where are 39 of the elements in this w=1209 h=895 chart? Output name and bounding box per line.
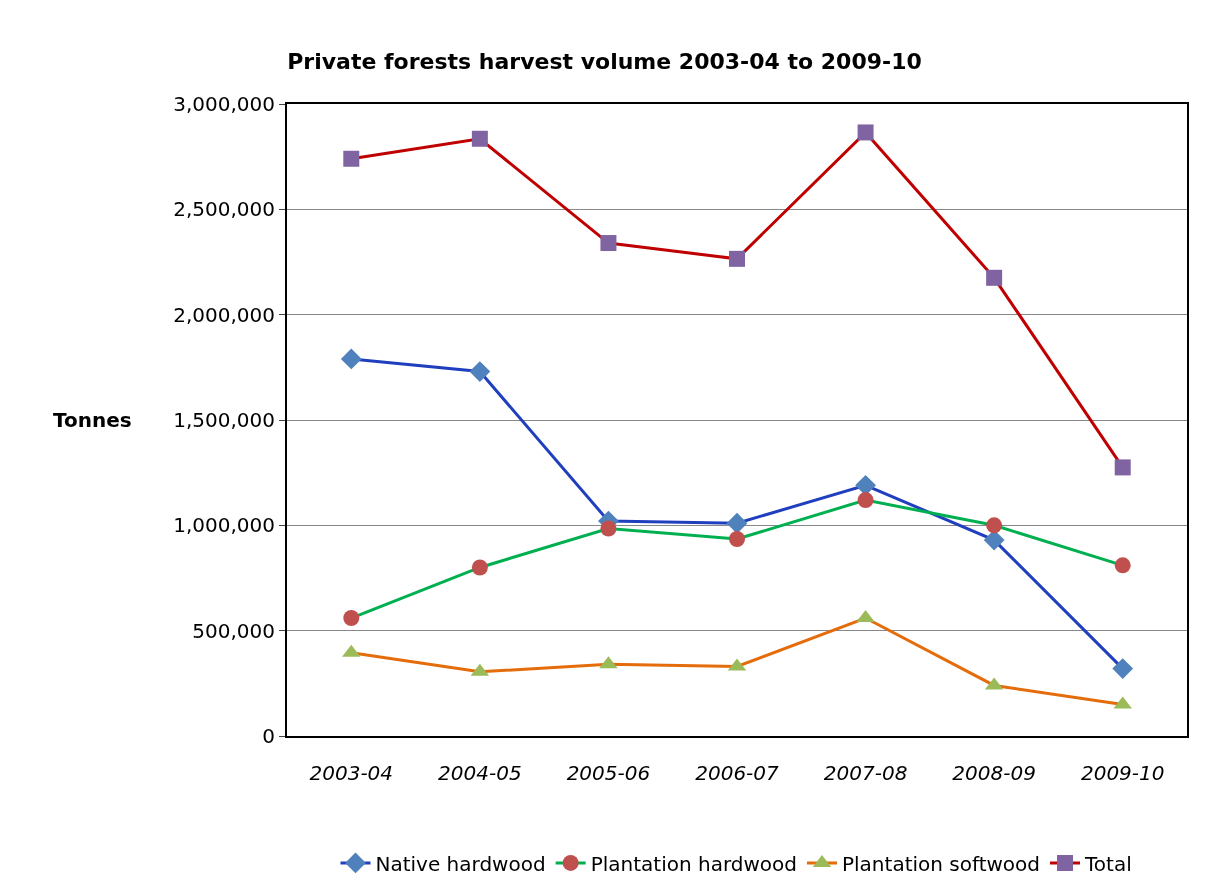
point (343, 150, 360, 167)
point (340, 348, 362, 370)
legend-label: Plantation hardwood (590, 851, 797, 876)
point (469, 361, 491, 382)
point (343, 610, 360, 627)
legend-label: Total (1084, 851, 1132, 876)
point (1114, 557, 1131, 574)
point (1112, 658, 1134, 679)
point (471, 130, 488, 147)
chart-title: Private forests harvest volume 2003-04 to 2009-10 (287, 49, 922, 75)
x-tick-label: 2005-06 (566, 761, 651, 785)
point (986, 269, 1003, 286)
legend-label: Native hardwood (375, 851, 546, 876)
y-tick-label: 500,000 (192, 618, 275, 643)
point (726, 512, 748, 534)
point (729, 531, 745, 548)
point (986, 517, 1003, 534)
y-tick-label: 1,500,000 (173, 408, 275, 432)
legend-label: Plantation softwood (841, 851, 1041, 876)
point (857, 124, 874, 141)
x-tick-label: 2009-10 (1080, 761, 1165, 785)
point (857, 492, 874, 509)
y-tick-label: 0 (262, 724, 275, 748)
x-tick-label: 2008-09 (952, 761, 1036, 785)
point (600, 235, 617, 252)
point (1114, 459, 1131, 476)
point (855, 474, 876, 496)
y-tick-label: 1,000,000 (173, 513, 275, 538)
y-tick-label: 3,000,000 (173, 92, 275, 116)
y-tick-label: 2,500,000 (173, 197, 275, 222)
y-axis-title: Tonnes (53, 408, 132, 432)
x-tick-label: 2004-05 (438, 761, 522, 785)
x-tick-label: 2003-04 (309, 761, 394, 785)
x-tick-label: 2007-08 (823, 761, 908, 785)
point (471, 559, 488, 576)
x-tick-label: 2006-07 (695, 761, 780, 785)
point (729, 250, 745, 267)
point (600, 520, 617, 537)
y-tick-label: 2,000,000 (173, 302, 275, 327)
